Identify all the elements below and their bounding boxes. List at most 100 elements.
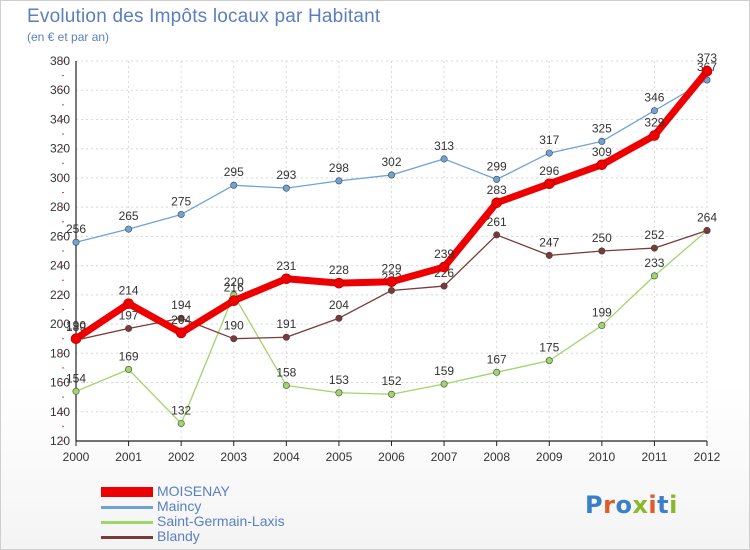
data-label-moisenay: 214 <box>119 284 139 298</box>
data-point-saint-germain-laxis <box>493 368 501 376</box>
data-label-maincy: 317 <box>539 133 559 147</box>
data-label-saint-germain-laxis: 169 <box>119 349 139 363</box>
y-tick-label: 300 <box>50 171 70 185</box>
legend-swatch-blandy <box>101 536 153 539</box>
legend-label-maincy: Maincy <box>157 498 202 514</box>
data-point-maincy <box>650 107 658 115</box>
legend-swatch-moisenay <box>101 487 153 497</box>
data-point-blandy <box>125 324 133 332</box>
x-tick-label: 2006 <box>378 450 405 464</box>
data-label-blandy: 194 <box>171 298 191 312</box>
x-tick-label: 2007 <box>431 450 458 464</box>
data-point-blandy <box>282 333 290 341</box>
chart-subtitle: (en € et par an) <box>27 30 110 44</box>
data-label-maincy: 256 <box>66 222 86 236</box>
data-point-moisenay <box>596 159 608 171</box>
y-tick-label: 200 <box>50 317 70 331</box>
data-label-moisenay: 373 <box>697 51 717 65</box>
y-tick-label: 260 <box>50 229 70 243</box>
data-point-saint-germain-laxis <box>335 389 343 397</box>
data-point-maincy <box>440 155 448 163</box>
data-label-blandy: 252 <box>644 228 664 242</box>
data-label-maincy: 265 <box>119 209 139 223</box>
data-point-moisenay <box>228 295 240 306</box>
chart-title: Evolution des Impôts locaux par Habitant <box>27 6 381 27</box>
data-point-blandy <box>335 314 343 322</box>
data-label-maincy: 313 <box>434 139 454 153</box>
data-label-blandy: 189 <box>66 320 86 334</box>
data-label-saint-germain-laxis: 233 <box>644 256 664 270</box>
data-point-blandy <box>230 335 238 343</box>
logo-letter: P <box>585 491 604 519</box>
data-label-moisenay: 216 <box>224 281 244 295</box>
data-label-moisenay: 228 <box>329 263 349 277</box>
data-label-maincy: 295 <box>224 165 244 179</box>
data-label-maincy: 325 <box>592 121 612 135</box>
x-tick-label: 2008 <box>483 450 510 464</box>
data-label-saint-germain-laxis: 159 <box>434 364 454 378</box>
logo-letter: r <box>603 491 616 519</box>
data-label-saint-germain-laxis: 154 <box>66 371 86 385</box>
data-point-saint-germain-laxis <box>72 387 80 395</box>
x-tick-label: 2010 <box>588 450 615 464</box>
legend: MOISENAY Maincy Saint-Germain-Laxis Blan… <box>101 483 431 545</box>
data-label-blandy: 261 <box>487 215 507 229</box>
data-point-moisenay <box>175 327 187 339</box>
data-label-maincy: 298 <box>329 161 349 175</box>
data-label-saint-germain-laxis: 167 <box>487 352 507 366</box>
data-point-moisenay <box>701 65 713 77</box>
y-tick-label: 180 <box>50 346 70 360</box>
data-point-moisenay <box>491 197 502 209</box>
data-point-saint-germain-laxis <box>650 272 658 280</box>
data-point-saint-germain-laxis <box>598 322 606 330</box>
x-tick-label: 2005 <box>326 450 353 464</box>
data-label-maincy: 275 <box>171 194 191 208</box>
data-point-maincy <box>177 210 185 218</box>
data-label-maincy: 346 <box>644 91 664 105</box>
data-label-saint-germain-laxis: 199 <box>592 306 612 320</box>
data-point-maincy <box>282 184 290 192</box>
data-label-moisenay: 329 <box>644 116 664 130</box>
legend-label-moisenay: MOISENAY <box>157 483 230 499</box>
y-tick-label: 240 <box>50 259 70 273</box>
x-tick-label: 2003 <box>220 450 247 464</box>
data-label-moisenay: 190 <box>66 319 86 333</box>
y-tick-label: 360 <box>50 83 70 97</box>
data-label-blandy: 264 <box>697 211 717 225</box>
y-tick-label: 140 <box>50 405 70 419</box>
logo-letter: i <box>669 491 678 519</box>
data-label-moisenay: 296 <box>539 164 559 178</box>
data-point-moisenay <box>333 277 345 289</box>
data-point-maincy <box>72 238 80 246</box>
data-label-saint-germain-laxis: 152 <box>381 374 401 388</box>
x-tick-label: 2012 <box>694 450 721 464</box>
x-tick-label: 2002 <box>168 450 195 464</box>
data-label-blandy: 247 <box>539 235 559 249</box>
legend-item-saint-germain-laxis: Saint-Germain-Laxis <box>101 514 431 530</box>
data-point-maincy <box>387 171 395 179</box>
data-point-blandy <box>387 286 395 294</box>
data-point-saint-germain-laxis <box>440 380 448 388</box>
data-label-maincy: 302 <box>381 155 401 169</box>
data-point-maincy <box>335 177 343 185</box>
y-tick-label: 340 <box>50 112 70 126</box>
y-tick-label: 380 <box>50 54 70 68</box>
data-point-maincy <box>545 149 553 157</box>
legend-label-blandy: Blandy <box>157 528 200 544</box>
data-label-blandy: 191 <box>276 317 296 331</box>
x-tick-label: 2009 <box>536 450 563 464</box>
data-label-saint-germain-laxis: 153 <box>329 373 349 387</box>
data-point-moisenay <box>543 178 555 190</box>
data-label-saint-germain-laxis: 220 <box>224 275 244 289</box>
data-label-moisenay: 204 <box>171 313 191 327</box>
logo-letter: x <box>632 491 649 519</box>
data-label-blandy: 197 <box>119 308 139 322</box>
data-point-blandy <box>545 251 553 259</box>
data-point-moisenay <box>386 276 397 287</box>
data-point-moisenay <box>281 273 292 285</box>
logo-letter: o <box>615 491 633 519</box>
data-point-blandy <box>177 314 185 322</box>
data-point-blandy <box>493 231 501 239</box>
data-label-blandy: 190 <box>224 319 244 333</box>
